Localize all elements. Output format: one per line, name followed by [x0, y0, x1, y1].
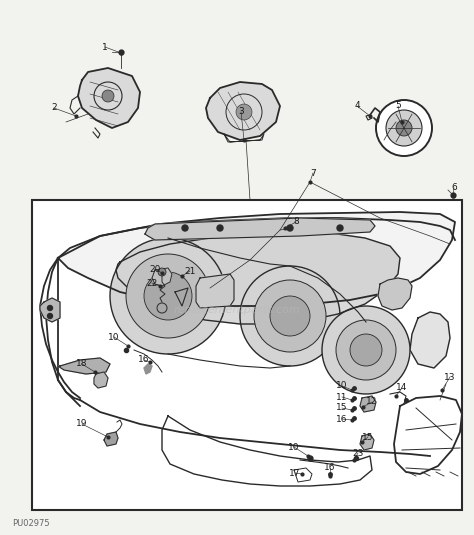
- Text: 16: 16: [336, 415, 348, 424]
- Circle shape: [236, 104, 252, 120]
- Circle shape: [376, 100, 432, 156]
- Text: 20: 20: [149, 264, 161, 273]
- Circle shape: [158, 268, 166, 276]
- Text: 13: 13: [444, 372, 456, 381]
- Text: 19: 19: [76, 419, 88, 429]
- Polygon shape: [78, 68, 140, 128]
- Polygon shape: [196, 274, 234, 308]
- Circle shape: [287, 225, 293, 231]
- Text: 16: 16: [324, 463, 336, 472]
- Polygon shape: [116, 232, 400, 324]
- Circle shape: [217, 225, 223, 231]
- Text: 8: 8: [293, 218, 299, 226]
- Text: 15: 15: [336, 403, 348, 412]
- Text: 6: 6: [451, 184, 457, 193]
- Text: 22: 22: [146, 279, 158, 287]
- Text: 3: 3: [238, 108, 244, 117]
- Polygon shape: [104, 432, 118, 446]
- Text: 10: 10: [288, 442, 300, 452]
- Circle shape: [144, 272, 192, 320]
- Text: 15: 15: [362, 432, 374, 441]
- Polygon shape: [360, 434, 374, 450]
- Polygon shape: [206, 82, 280, 140]
- Polygon shape: [360, 396, 376, 412]
- Circle shape: [336, 320, 396, 380]
- Text: 1: 1: [102, 42, 108, 51]
- Text: 14: 14: [396, 384, 408, 393]
- Polygon shape: [58, 212, 455, 306]
- Circle shape: [254, 280, 326, 352]
- Text: 5: 5: [395, 102, 401, 111]
- Circle shape: [322, 306, 410, 394]
- Circle shape: [396, 120, 412, 136]
- Text: 23: 23: [352, 448, 364, 457]
- Bar: [32, 200, 462, 510]
- Text: replacementparts.com: replacementparts.com: [173, 305, 301, 315]
- Text: 16: 16: [138, 355, 150, 364]
- Polygon shape: [40, 298, 60, 322]
- Circle shape: [47, 314, 53, 318]
- Text: 2: 2: [51, 103, 57, 112]
- Polygon shape: [378, 278, 412, 310]
- Circle shape: [270, 296, 310, 336]
- Text: 21: 21: [184, 266, 196, 276]
- Circle shape: [386, 110, 422, 146]
- Polygon shape: [152, 268, 172, 286]
- Circle shape: [350, 334, 382, 366]
- Text: 12: 12: [366, 398, 378, 407]
- Circle shape: [240, 266, 340, 366]
- Text: 7: 7: [310, 169, 316, 178]
- Circle shape: [110, 238, 226, 354]
- Text: 11: 11: [336, 393, 348, 401]
- Text: 4: 4: [354, 102, 360, 111]
- Circle shape: [126, 254, 210, 338]
- Polygon shape: [145, 218, 375, 240]
- Text: 10: 10: [108, 332, 120, 341]
- Circle shape: [182, 225, 188, 231]
- Text: 18: 18: [76, 360, 88, 369]
- Circle shape: [337, 225, 343, 231]
- Polygon shape: [144, 364, 152, 374]
- Polygon shape: [58, 358, 110, 374]
- Text: PU02975: PU02975: [12, 519, 50, 529]
- Polygon shape: [94, 372, 108, 388]
- Circle shape: [47, 305, 53, 310]
- Circle shape: [102, 90, 114, 102]
- Polygon shape: [410, 312, 450, 368]
- Text: 17: 17: [289, 469, 301, 478]
- Text: 10: 10: [336, 381, 348, 391]
